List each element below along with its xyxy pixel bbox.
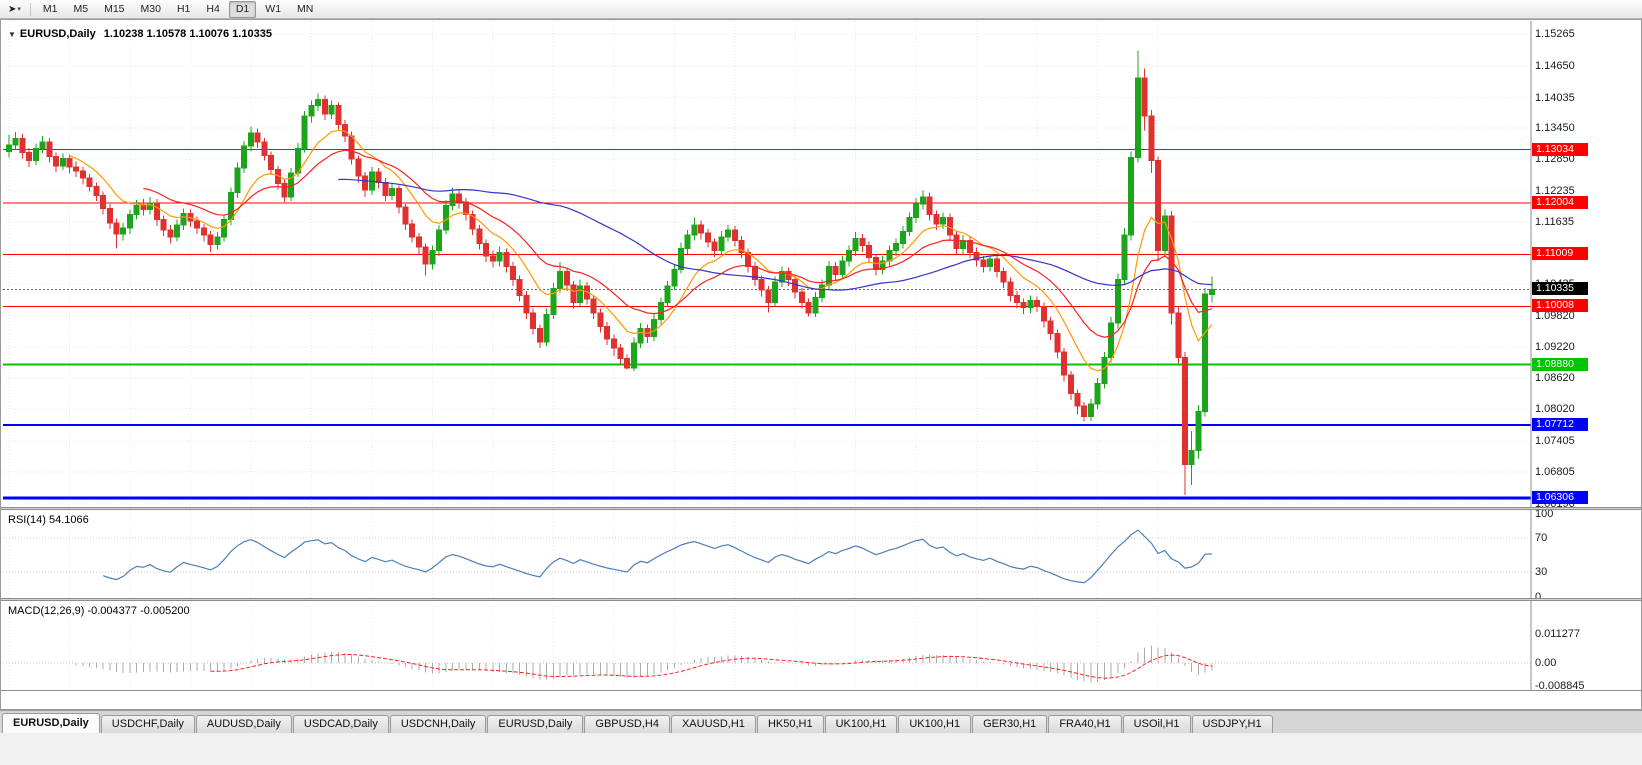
status-bar xyxy=(0,733,1642,765)
timeframe-button-h4[interactable]: H4 xyxy=(206,2,220,15)
price-scale[interactable] xyxy=(1532,20,1641,690)
timeframe-button-h1[interactable]: H1 xyxy=(176,2,191,15)
timeframe-button-m5[interactable]: M5 xyxy=(73,2,89,15)
chart-tab-gbpusd-h4[interactable]: GBPUSD,H4 xyxy=(584,715,670,733)
chart-tab-usdcnh-daily[interactable]: USDCNH,Daily xyxy=(389,715,487,733)
price-chart[interactable] xyxy=(1,20,1642,710)
timeframe-button-w1[interactable]: W1 xyxy=(265,2,282,15)
candles-layer xyxy=(6,50,1215,496)
macd-signal-line xyxy=(210,654,1212,679)
chart-tab-fra40-h1[interactable]: FRA40,H1 xyxy=(1048,715,1122,733)
pane-splitter-macd[interactable] xyxy=(1,598,1641,601)
chart-tab-uk100-h1[interactable]: UK100,H1 xyxy=(898,715,972,733)
pane-splitter-rsi[interactable] xyxy=(1,507,1641,510)
moving-average-line-10 xyxy=(69,129,1213,372)
timeframe-button-m1[interactable]: M1 xyxy=(42,2,58,15)
time-scale[interactable] xyxy=(1,690,1641,709)
rsi-pane xyxy=(3,529,1531,584)
chart-tabs-bar: EURUSD,Daily USDCHF,Daily AUDUSD,Daily USDC… xyxy=(0,710,1642,733)
rsi-line xyxy=(102,529,1212,584)
chart-tab-hk50-h1[interactable]: HK50,H1 xyxy=(756,715,824,733)
chart-tab-usdjpy-h1[interactable]: USDJPY,H1 xyxy=(1191,715,1273,733)
toolbar-separator xyxy=(29,2,31,16)
timeframe-buttons: M1 M5 M15 M30 H1 H4 D1 W1 MN xyxy=(35,0,321,18)
moving-average-line-21 xyxy=(143,149,1213,338)
chart-tab-usdchf-daily[interactable]: USDCHF,Daily xyxy=(100,715,195,733)
chart-tab-eurusd-daily[interactable]: EURUSD,Daily xyxy=(2,713,100,733)
chart-window: ▼ EURUSD,Daily 1.10238 1.10578 1.10076 1.1… xyxy=(0,19,1642,710)
chart-mode-icon: ➤ xyxy=(8,3,17,15)
support-resistance-lines[interactable] xyxy=(3,149,1531,500)
timeframe-button-d1[interactable]: D1 xyxy=(228,0,257,18)
chevron-down-icon: ▾ xyxy=(17,6,21,13)
chart-tab-eurusd-daily[interactable]: EURUSD,Daily xyxy=(487,715,584,733)
chart-tab-audusd-daily[interactable]: AUDUSD,Daily xyxy=(195,715,292,733)
moving-average-line-50 xyxy=(338,178,1212,291)
timeframe-toolbar: ➤ ▾ M1 M5 M15 M30 H1 H4 D1 W1 MN xyxy=(0,0,1642,19)
macd-pane xyxy=(3,645,1531,683)
grid-lines xyxy=(3,21,1531,690)
timeframe-button-mn[interactable]: MN xyxy=(297,2,314,15)
chart-tab-usoil-h1[interactable]: USOil,H1 xyxy=(1122,715,1191,733)
chart-tab-uk100-h1[interactable]: UK100,H1 xyxy=(824,715,898,733)
chart-tab-ger30-h1[interactable]: GER30,H1 xyxy=(972,715,1048,733)
timeframe-button-m30[interactable]: M30 xyxy=(140,2,161,15)
chart-tab-usdcad-daily[interactable]: USDCAD,Daily xyxy=(292,715,389,733)
timeframe-button-m15[interactable]: M15 xyxy=(104,2,125,15)
chart-tab-xauusd-h1[interactable]: XAUUSD,H1 xyxy=(670,715,756,733)
chart-mode-button[interactable]: ➤ ▾ xyxy=(3,1,26,17)
